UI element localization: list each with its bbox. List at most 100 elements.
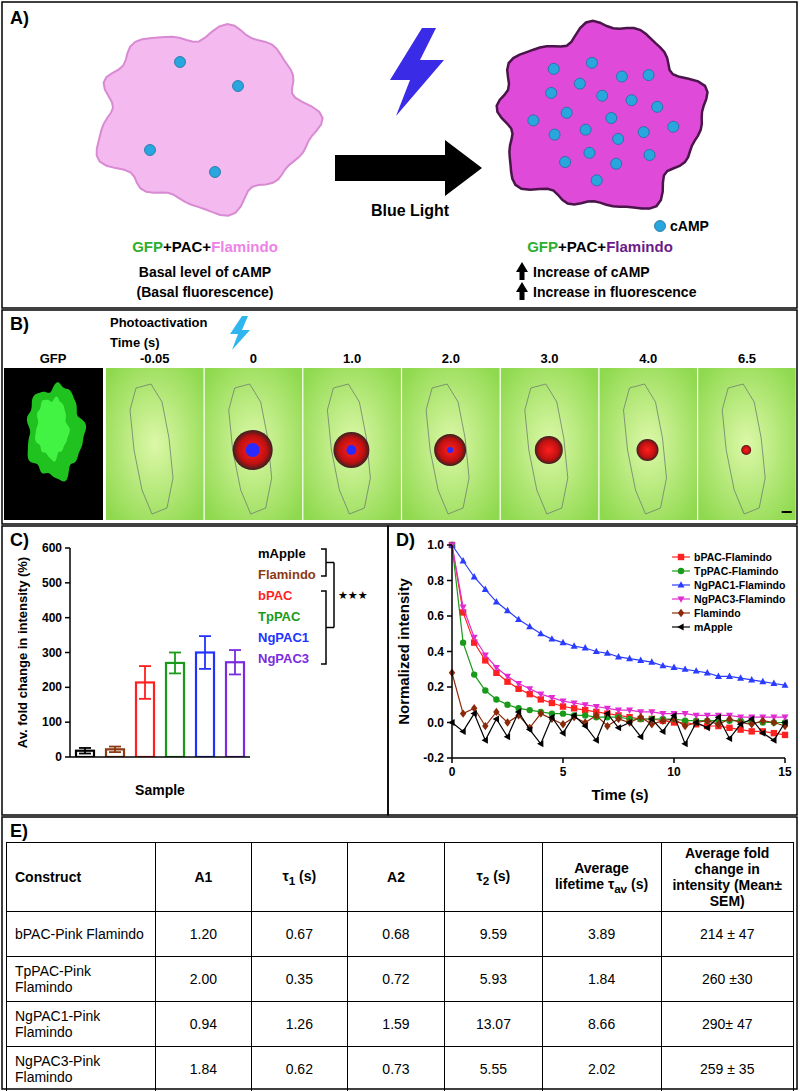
point <box>626 718 632 726</box>
cell: NgPAC1-Pink Flamindo <box>7 1002 156 1047</box>
frame <box>402 368 500 520</box>
point <box>726 715 732 723</box>
cell: 8.66 <box>542 1002 661 1047</box>
legend-marker <box>678 554 684 560</box>
label: 4.0 <box>639 351 657 366</box>
bracket <box>333 563 335 628</box>
y-tick-label: 200 <box>42 680 62 694</box>
point <box>648 715 654 722</box>
point <box>593 711 599 719</box>
point <box>692 719 698 726</box>
point <box>493 598 500 604</box>
camp-dot <box>546 87 557 98</box>
y-tick-label: 400 <box>42 611 62 625</box>
point <box>771 730 777 736</box>
error-cap <box>199 635 211 637</box>
point <box>593 737 599 744</box>
cell: 260 ±30 <box>661 957 793 1002</box>
arrow <box>335 140 482 196</box>
bar <box>196 653 214 758</box>
point <box>704 717 710 725</box>
camp-dot <box>210 167 221 178</box>
point <box>626 719 632 726</box>
camp-dot <box>611 158 622 169</box>
point <box>571 700 578 706</box>
point <box>460 710 466 718</box>
point <box>615 715 621 723</box>
table: ConstructA1τ1 (s)A2τ2 (s)Average lifetim… <box>6 842 794 1091</box>
legend-label: NgPAC3-Flamindo <box>694 593 785 605</box>
header-sub: 1 <box>289 873 295 886</box>
y-tick <box>447 686 452 688</box>
signal-core <box>346 445 356 455</box>
point <box>482 586 489 592</box>
signal-spot <box>434 434 466 466</box>
signal-spot <box>741 445 751 455</box>
legend-label: bPAC-Flamindo <box>694 551 772 563</box>
point <box>771 718 777 726</box>
sample-label: mApple <box>258 546 306 561</box>
header-row: ConstructA1τ1 (s)A2τ2 (s)Average lifetim… <box>7 843 794 912</box>
frame <box>205 368 303 520</box>
camp-dot <box>591 175 602 186</box>
cell: 5.55 <box>445 1047 542 1091</box>
camp-dot <box>626 95 637 106</box>
camp-dot <box>652 101 663 112</box>
y-tick-label: 0.8 <box>427 574 444 588</box>
gfp-cell <box>27 382 86 481</box>
point <box>460 639 466 645</box>
panel-frame <box>2 2 797 308</box>
cell-activated <box>497 21 708 209</box>
point <box>760 717 766 725</box>
cell-outline <box>525 384 568 514</box>
point <box>548 714 554 721</box>
panel-d: D)-0.20.00.20.40.60.81.0051015Normalized… <box>395 530 792 803</box>
bars <box>76 636 244 757</box>
point <box>659 662 666 668</box>
point <box>648 709 655 715</box>
cell: 0.94 <box>155 1002 251 1047</box>
point <box>604 649 611 655</box>
y-tick-label: 0 <box>55 750 62 764</box>
point <box>660 717 666 725</box>
frame <box>501 368 599 520</box>
sample-label: TpPAC <box>258 609 301 624</box>
sample-label: NgPAC1 <box>258 630 309 645</box>
cell-outline <box>426 384 469 514</box>
point <box>682 711 689 717</box>
cell: 1.20 <box>155 912 251 957</box>
point <box>526 726 532 733</box>
point <box>715 673 722 679</box>
point <box>659 728 665 735</box>
cell: 0.68 <box>347 912 445 957</box>
legend-label: mApple <box>694 621 733 633</box>
y-tick <box>447 544 452 546</box>
error-line <box>144 666 146 699</box>
point <box>781 719 787 726</box>
y-tick-label: 0.0 <box>427 716 444 730</box>
y-tick <box>65 617 70 619</box>
gfp-cell-core <box>35 396 70 461</box>
point <box>482 722 488 730</box>
signal-spot <box>637 439 659 461</box>
point <box>482 653 489 659</box>
error-cap <box>229 674 241 676</box>
point <box>560 639 567 645</box>
point <box>504 733 510 740</box>
caption: GFP+PAC+Flamindo <box>132 238 278 255</box>
error-cap <box>169 673 181 675</box>
point <box>493 708 499 716</box>
panel-frame <box>2 526 388 815</box>
point <box>560 720 566 728</box>
legend: bPAC-FlamindoTpPAC-FlamindoNgPAC1-Flamin… <box>672 551 785 633</box>
cell-basal <box>97 24 323 216</box>
point <box>637 733 643 740</box>
error-cap <box>169 652 181 654</box>
legend-marker <box>677 624 683 631</box>
cell: 0.35 <box>251 957 347 1002</box>
legend-label: Flamindo <box>694 607 741 619</box>
header-text: Construct <box>15 869 81 885</box>
point <box>693 713 700 719</box>
cell: 9.59 <box>445 912 542 957</box>
camp-dot <box>561 107 572 118</box>
